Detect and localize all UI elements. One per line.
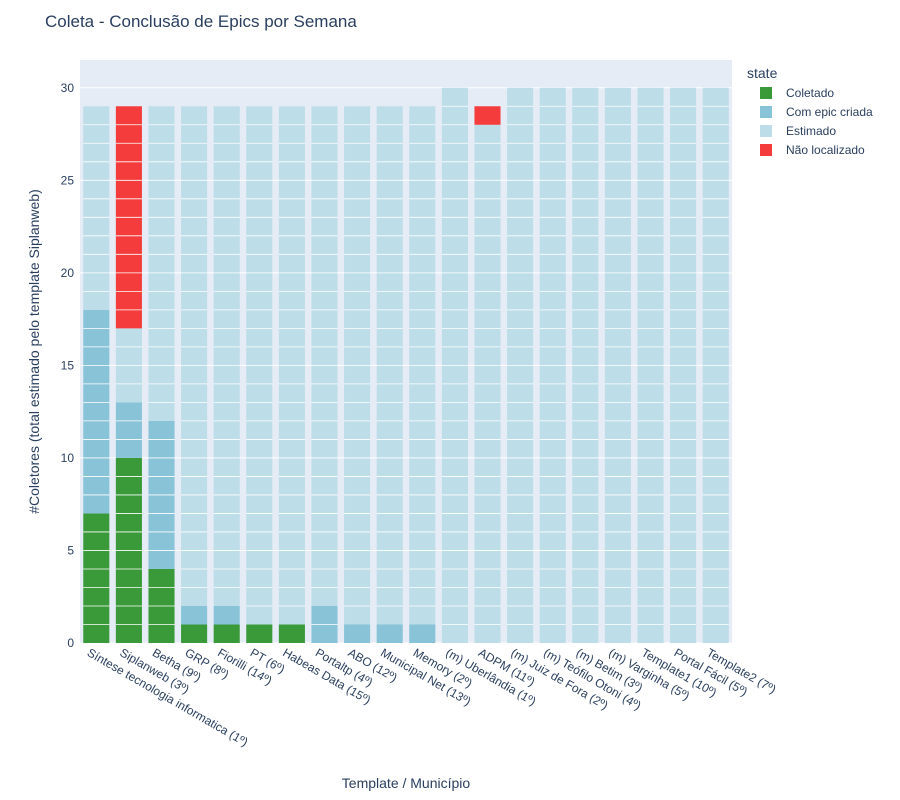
bar-segment-estimado[interactable] <box>83 106 110 310</box>
legend[interactable]: state Coletado Com epic criada Estimado Não… <box>747 65 873 157</box>
legend-item-label[interactable]: Estimado <box>786 124 836 138</box>
legend-swatch[interactable] <box>760 106 772 118</box>
chart-title: Coleta - Conclusão de Epics por Semana <box>45 12 357 31</box>
bar-segment-com-epic-criada[interactable] <box>115 402 142 458</box>
bar-segment-coletado[interactable] <box>278 624 305 643</box>
bar-segment-n-o-localizado[interactable] <box>474 106 501 125</box>
legend-swatch[interactable] <box>760 125 772 137</box>
bar-segment-estimado[interactable] <box>181 106 208 606</box>
bar-segment-coletado[interactable] <box>213 624 240 643</box>
y-axis-label: #Coletores (total estimado pelo template… <box>26 189 42 514</box>
legend-swatch[interactable] <box>760 144 772 156</box>
legend-item-label[interactable]: Coletado <box>786 86 834 100</box>
plot-background <box>80 60 732 643</box>
bars <box>83 87 729 644</box>
bar-segment-com-epic-criada[interactable] <box>181 605 208 625</box>
y-tick-label: 0 <box>67 636 74 650</box>
y-tick-label: 20 <box>61 266 75 280</box>
bar-segment-estimado[interactable] <box>311 106 338 606</box>
bar-segment-com-epic-criada[interactable] <box>344 624 371 643</box>
legend-item-label[interactable]: Não localizado <box>786 143 865 157</box>
y-tick-label: 25 <box>61 173 75 187</box>
bar-segment-com-epic-criada[interactable] <box>213 605 240 625</box>
bar-segment-coletado[interactable] <box>246 624 273 643</box>
bar-segment-coletado[interactable] <box>83 513 110 643</box>
y-tick-label: 10 <box>61 451 75 465</box>
legend-item-label[interactable]: Com epic criada <box>786 105 873 119</box>
legend-title: state <box>747 65 778 81</box>
bar-segment-com-epic-criada[interactable] <box>83 309 110 514</box>
y-tick-label: 5 <box>67 543 74 557</box>
y-tick-labels: 0 5 10 15 20 25 30 <box>61 81 75 650</box>
x-tick-labels: Síntese tecnologia informatica (1º)Sipla… <box>85 645 779 749</box>
bar-segment-coletado[interactable] <box>181 624 208 643</box>
bar-segment-com-epic-criada[interactable] <box>376 624 403 643</box>
bar-segment-estimado[interactable] <box>213 106 240 606</box>
bar-segment-com-epic-criada[interactable] <box>409 624 436 643</box>
y-tick-label: 30 <box>61 81 75 95</box>
y-tick-label: 15 <box>61 358 75 372</box>
bar-segment-estimado[interactable] <box>148 106 175 421</box>
x-axis-label: Template / Município <box>342 775 471 791</box>
legend-swatch[interactable] <box>760 87 772 99</box>
